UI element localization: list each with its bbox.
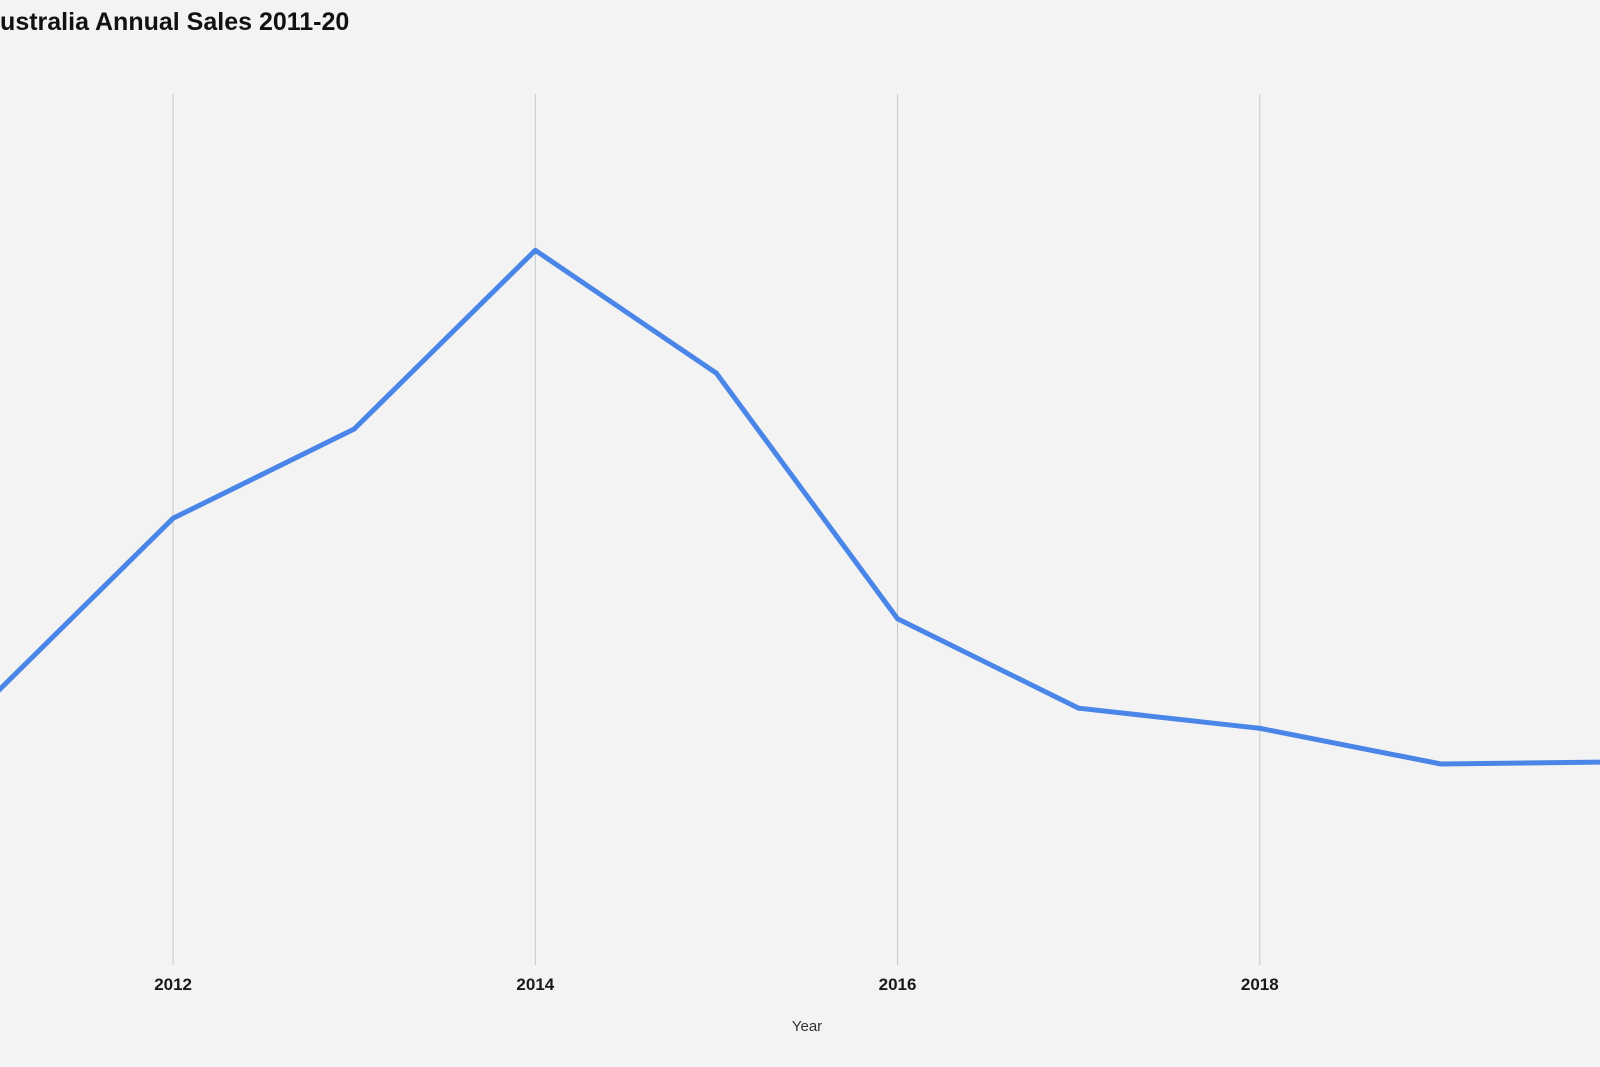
series-line-0 bbox=[0, 247, 1600, 767]
chart-title: Australia Annual Sales 2011-20 bbox=[0, 8, 350, 36]
gridlines bbox=[172, 94, 1261, 965]
x-tick-label: 2018 bbox=[1241, 975, 1279, 994]
data-point-2013 bbox=[351, 426, 357, 432]
data-point-2019 bbox=[1438, 761, 1444, 767]
data-point-2017 bbox=[1076, 705, 1082, 711]
series-layer bbox=[0, 247, 1600, 767]
data-point-2018 bbox=[1257, 725, 1263, 731]
data-point-2014 bbox=[532, 247, 538, 253]
data-point-2015 bbox=[713, 370, 719, 376]
x-tick-label: 2012 bbox=[154, 975, 192, 994]
data-point-2012 bbox=[170, 515, 176, 521]
data-point-2016 bbox=[895, 616, 901, 622]
x-tick-label: 2014 bbox=[516, 975, 554, 994]
x-tick-label: 2016 bbox=[879, 975, 917, 994]
x-axis-ticks: 2012 2014 2016 2018 bbox=[154, 975, 1278, 994]
x-axis-title: Year bbox=[792, 1018, 822, 1035]
